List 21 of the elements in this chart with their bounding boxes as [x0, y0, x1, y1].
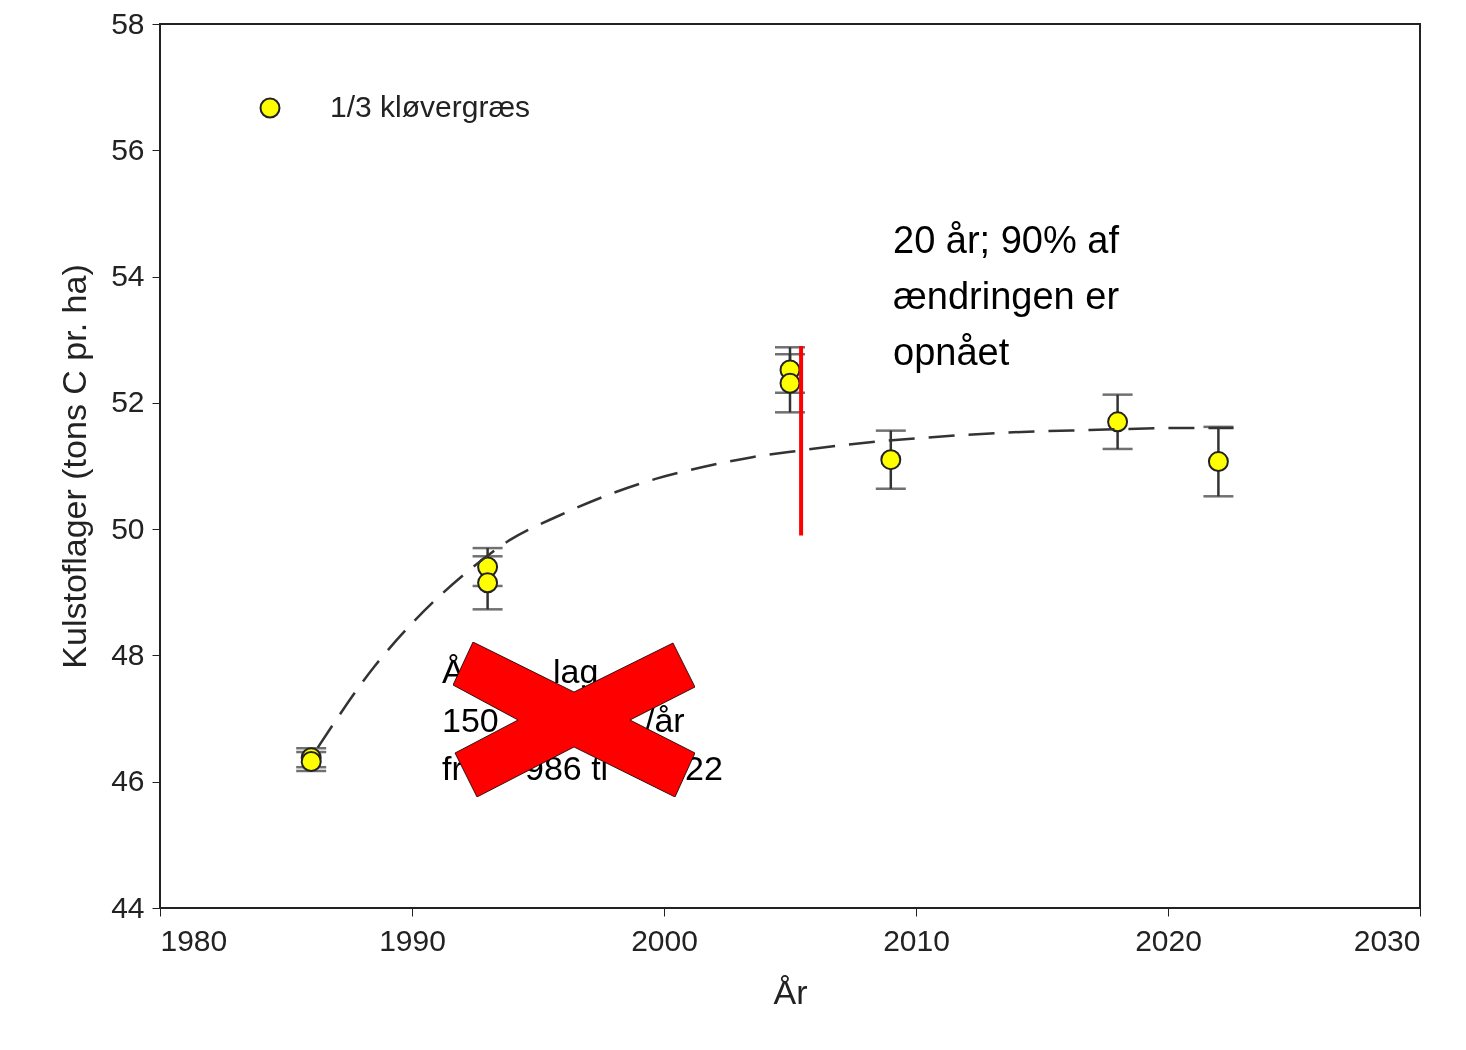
y-tick-label: 54: [111, 259, 145, 293]
x-tick-label: 2020: [1135, 923, 1202, 957]
y-tick-label: 48: [111, 637, 145, 671]
y-axis-title: Kulstoflager (tons C pr. ha): [55, 264, 94, 669]
x-tick-label: 1980: [160, 923, 228, 957]
annotation: 20 år; 90% af ændringen er opnået: [893, 219, 1120, 373]
x-axis-title: År: [773, 972, 808, 1011]
y-tick-label: 52: [111, 385, 145, 419]
y-tick-label: 46: [111, 764, 145, 798]
x-tick-label: 2010: [883, 923, 950, 957]
x-tick-label: 1990: [379, 923, 446, 957]
y-tick-label: 44: [111, 890, 145, 924]
annotation: fr: [442, 749, 463, 787]
legend-label: 1/3 kløvergræs: [330, 90, 531, 123]
annotation: 150: [442, 701, 499, 739]
y-tick-label: 56: [111, 132, 145, 166]
x-tick-label: 2030: [1353, 923, 1421, 957]
y-tick-label: 50: [111, 511, 145, 545]
x-tick-label: 2000: [631, 923, 698, 957]
y-tick-label: 58: [111, 6, 145, 40]
annotation: /år: [645, 701, 685, 739]
